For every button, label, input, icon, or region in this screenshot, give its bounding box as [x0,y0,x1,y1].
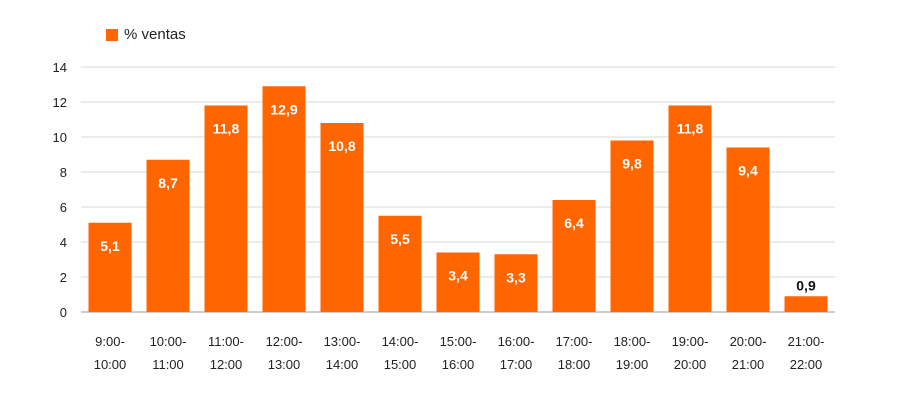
x-tick-label: 16:00 [442,357,475,372]
bar [610,140,654,312]
data-label: 11,8 [677,121,704,137]
x-tick-label: 10:00- [150,334,187,349]
bar [494,254,538,312]
y-tick-label: 4 [60,235,67,250]
legend: % ventas [106,26,186,43]
x-tick-label: 17:00- [556,334,593,349]
x-tick-label: 15:00 [384,357,417,372]
x-tick-label: 20:00 [674,357,707,372]
legend-swatch [106,28,118,41]
data-label: 6,4 [564,215,584,231]
x-tick-label: 14:00 [326,357,359,372]
x-tick-label: 16:00- [498,334,535,349]
bar [552,200,596,312]
bar [320,123,364,312]
y-tick-label: 6 [60,200,67,215]
data-label: 0,9 [796,277,816,293]
data-label: 11,8 [213,121,240,137]
y-tick-label: 12 [53,95,67,110]
x-tick-label: 21:00 [732,357,765,372]
x-tick-label: 21:00- [788,334,825,349]
bar [726,147,770,312]
x-tick-label: 10:00 [94,357,127,372]
bar [668,105,712,312]
legend-label: % ventas [124,26,186,43]
x-tick-label: 9:00- [95,334,125,349]
data-label: 5,5 [390,231,410,247]
bar [204,105,248,312]
x-tick-label: 11:00 [152,357,184,372]
x-tick-label: 17:00 [500,357,533,372]
x-tick-label: 13:00 [268,357,301,372]
bar [378,215,422,312]
data-label: 9,4 [738,163,758,179]
x-tick-label: 12:00 [210,357,243,372]
data-label: 5,1 [100,238,120,254]
y-tick-label: 2 [60,270,67,285]
y-tick-label: 10 [53,130,67,145]
bar [436,252,480,312]
x-tick-label: 19:00 [616,357,649,372]
y-tick-label: 8 [60,165,67,180]
bar [784,296,828,312]
data-label: 3,3 [506,269,526,285]
x-tick-label: 19:00- [672,334,709,349]
x-tick-label: 22:00 [790,357,823,372]
data-label: 8,7 [158,175,178,191]
x-tick-label: 11:00- [208,334,244,349]
x-tick-label: 18:00 [558,357,591,372]
bar [88,222,132,312]
x-tick-label: 18:00- [614,334,651,349]
bar [262,86,306,312]
data-label: 9,8 [622,156,642,172]
x-tick-label: 15:00- [440,334,477,349]
y-tick-label: 0 [60,305,67,320]
x-tick-label: 12:00- [266,334,303,349]
bar [146,159,190,312]
data-label: 10,8 [328,138,355,154]
x-tick-label: 20:00- [730,334,767,349]
data-label: 12,9 [270,101,297,117]
x-tick-label: 14:00- [382,334,419,349]
x-tick-label: 13:00- [324,334,361,349]
data-label: 3,4 [448,268,468,284]
y-tick-label: 14 [53,60,67,75]
